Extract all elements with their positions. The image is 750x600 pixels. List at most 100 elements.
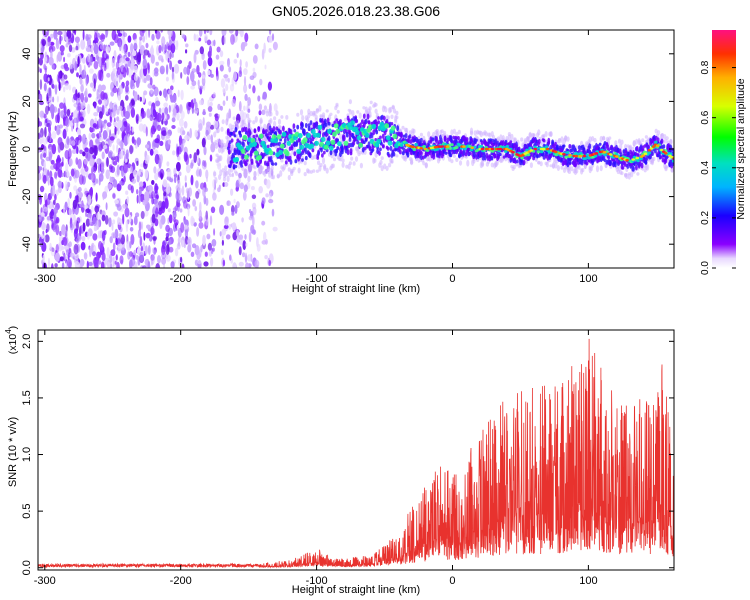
heatmap-cell: [312, 169, 316, 173]
heatmap-cell: [183, 224, 188, 230]
heatmap-cell: [293, 151, 297, 157]
heatmap-cell: [116, 30, 121, 34]
colorbar-gradient: [712, 30, 736, 268]
heatmap-cell: [258, 133, 264, 139]
heatmap-cell: [263, 105, 267, 111]
heatmap-cell: [582, 154, 587, 158]
heatmap-cell: [235, 186, 239, 192]
heatmap-cell: [244, 234, 247, 240]
heatmap-cell: [374, 102, 378, 107]
heatmap-cell: [109, 102, 113, 110]
heatmap-cell: [125, 95, 129, 101]
heatmap-cell: [226, 95, 229, 101]
heatmap-cell: [177, 127, 181, 134]
heatmap-cell: [224, 182, 229, 187]
heatmap-cell: [341, 158, 345, 163]
heatmap-cell: [56, 54, 59, 63]
heatmap-cell: [445, 145, 450, 148]
heatmap-cell: [327, 121, 331, 126]
heatmap-cell: [317, 160, 321, 166]
heatmap-cell: [89, 217, 92, 225]
heatmap-cell: [170, 43, 176, 54]
heatmap-cell: [282, 125, 285, 132]
heatmap-cell: [115, 80, 119, 87]
heatmap-cell: [42, 254, 45, 263]
heatmap-cell: [651, 151, 654, 157]
heatmap-cell: [261, 197, 266, 205]
heatmap-cell: [152, 108, 157, 118]
heatmap-cell: [268, 125, 272, 131]
heatmap-cell: [96, 158, 100, 164]
heatmap-cell: [161, 252, 167, 260]
heatmap-cell: [636, 153, 640, 157]
heatmap-cell: [101, 251, 106, 262]
heatmap-cell: [238, 238, 244, 245]
heatmap-cell: [151, 180, 155, 185]
heatmap-cell: [92, 233, 98, 241]
heatmap-cell: [117, 152, 120, 163]
heatmap-cell: [469, 130, 474, 136]
heatmap-layer: [38, 30, 674, 268]
heatmap-cell: [136, 160, 139, 166]
heatmap-cell: [197, 154, 200, 164]
heatmap-cell: [383, 163, 387, 170]
heatmap-cell: [144, 191, 150, 203]
heatmap-cell: [541, 147, 546, 151]
heatmap-cell: [602, 151, 607, 154]
heatmap-cell: [142, 58, 148, 70]
heatmap-cell: [593, 137, 597, 143]
heatmap-cell: [61, 246, 64, 251]
heatmap-cell: [74, 36, 80, 43]
heatmap-cell: [348, 161, 352, 166]
heatmap-cell: [379, 159, 383, 165]
heatmap-cell: [145, 74, 151, 81]
heatmap-cell: [457, 136, 460, 141]
heatmap-cell: [404, 133, 408, 139]
heatmap-cell: [377, 120, 380, 125]
heatmap-cell: [197, 259, 202, 265]
heatmap-cell: [243, 105, 246, 111]
heatmap-cell: [50, 159, 55, 165]
heatmap-cell: [105, 107, 109, 115]
heatmap-cell: [53, 171, 58, 179]
heatmap-cell: [94, 145, 98, 157]
heatmap-cell: [252, 215, 255, 227]
heatmap-cell: [89, 56, 93, 66]
heatmap-cell: [447, 156, 452, 162]
heatmap-cell: [660, 148, 664, 152]
heatmap-cell: [68, 207, 72, 216]
heatmap-cell: [511, 153, 515, 157]
heatmap-cell: [647, 151, 652, 155]
heatmap-cell: [89, 68, 94, 74]
heatmap-cell: [233, 121, 238, 125]
heatmap-cell: [358, 112, 362, 119]
heatmap-cell: [210, 73, 214, 78]
heatmap-cell: [85, 210, 88, 218]
heatmap-cell: [124, 207, 130, 218]
heatmap-cell: [183, 151, 188, 162]
heatmap-cell: [664, 139, 668, 144]
heatmap-cell: [161, 119, 164, 125]
heatmap-cell: [227, 168, 231, 176]
heatmap-cell: [490, 155, 494, 161]
heatmap-cell: [106, 126, 110, 133]
heatmap-cell: [98, 99, 102, 105]
heatmap-cell: [140, 221, 144, 230]
heatmap-cell: [59, 102, 65, 109]
heatmap-cell: [205, 219, 209, 226]
heatmap-cell: [168, 30, 173, 38]
heatmap-cell: [250, 186, 255, 191]
heatmap-cell: [212, 192, 217, 201]
heatmap-cell: [162, 179, 168, 188]
heatmap-cell: [171, 52, 174, 58]
heatmap-cell: [135, 113, 140, 122]
heatmap-cell: [38, 90, 41, 95]
heatmap-cell: [116, 183, 122, 192]
heatmap-cell: [268, 199, 274, 204]
heatmap-cell: [219, 105, 223, 111]
heatmap-cell: [157, 254, 161, 264]
heatmap-cell: [257, 95, 261, 102]
heatmap-cell: [180, 72, 183, 79]
heatmap-cell: [85, 75, 88, 86]
